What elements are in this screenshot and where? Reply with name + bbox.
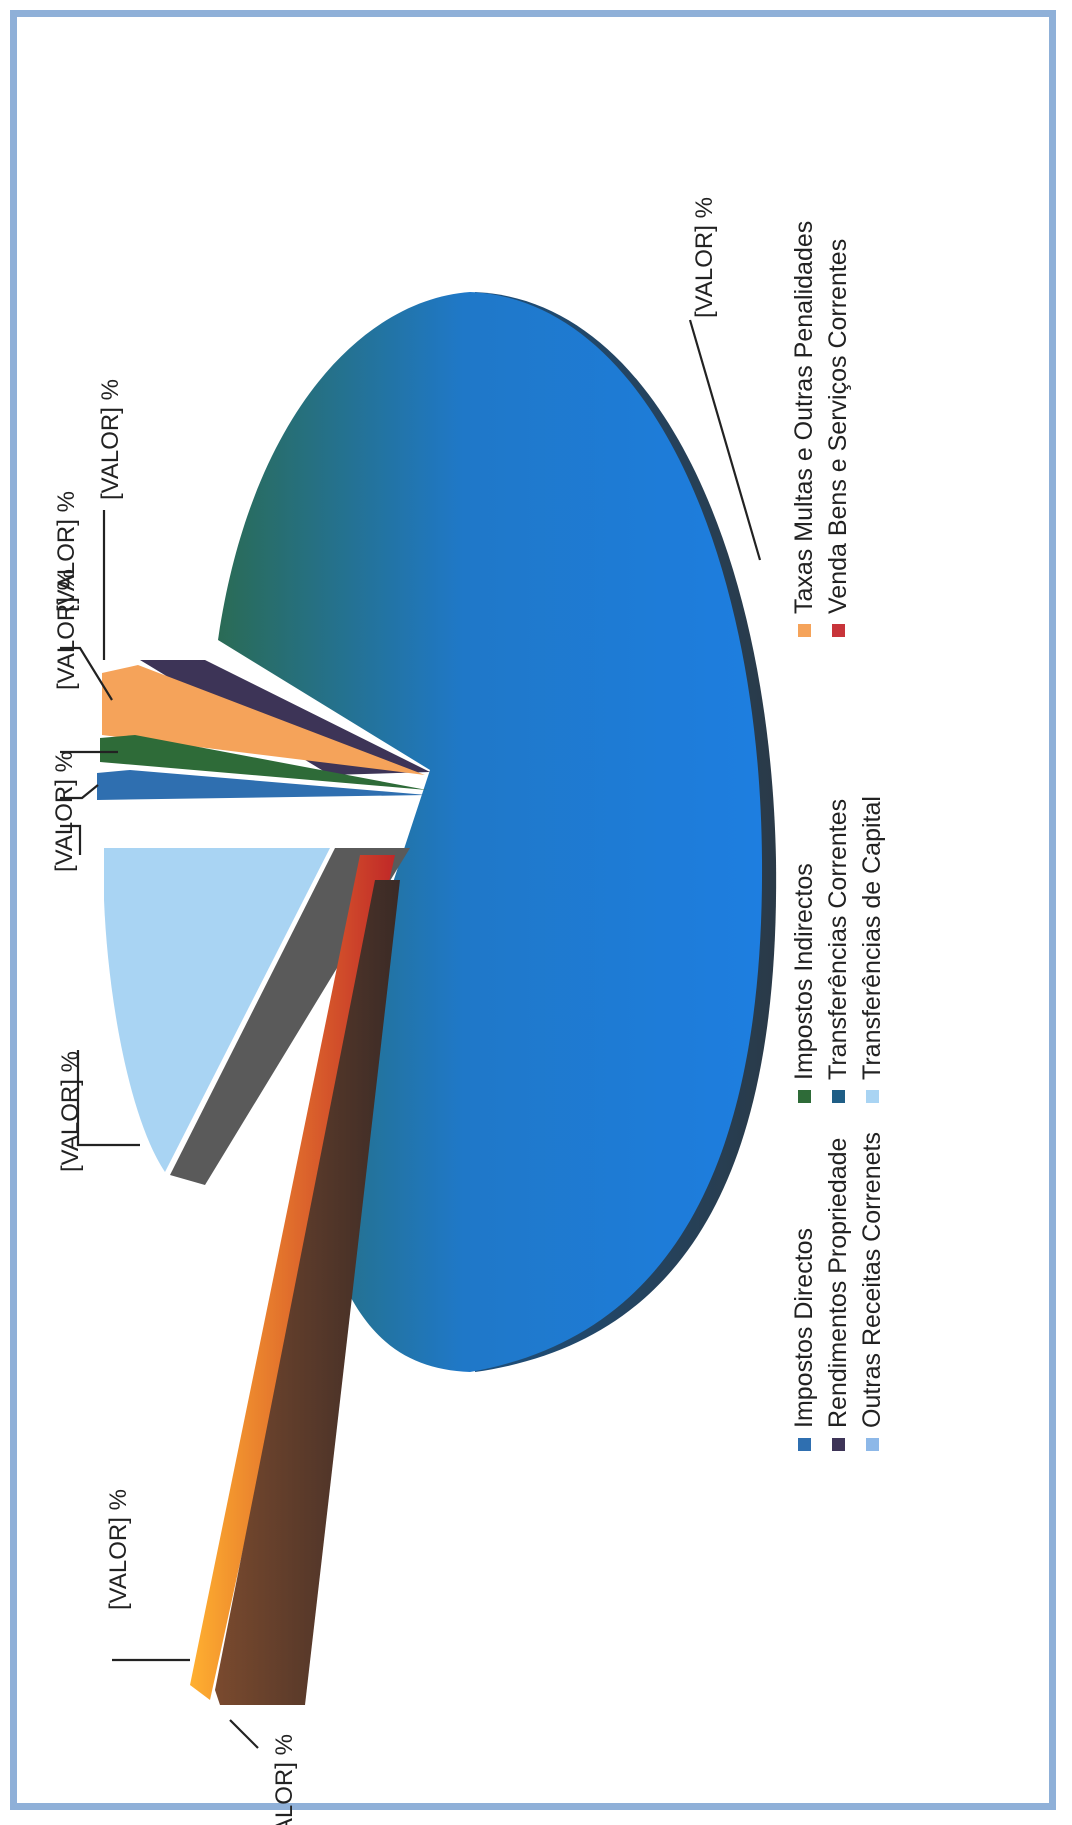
leader-line-9 bbox=[229, 1719, 259, 1749]
slice-impostos-indirectos bbox=[100, 735, 427, 790]
slice-impostos-directos bbox=[97, 770, 427, 800]
slice-rendimentos-propriedade bbox=[140, 660, 430, 775]
leader-line-3 bbox=[60, 646, 113, 701]
leader-line-5 bbox=[688, 319, 762, 561]
svg-text:Taxas Multas e Outras Penalida: Taxas Multas e Outras Penalidades bbox=[790, 221, 818, 614]
svg-text:Transferências Correntes: Transferências Correntes bbox=[824, 799, 852, 1080]
slice-transferencias-de-capital bbox=[104, 848, 330, 1172]
data-label-transferencias-capital: [VALOR] % bbox=[57, 1051, 84, 1172]
data-label-impostos-indirectos: [VALOR] % bbox=[53, 569, 80, 690]
legend-item-transferencias-correntes: Transferências Correntes bbox=[824, 799, 852, 1103]
svg-text:Impostos Directos: Impostos Directos bbox=[790, 1228, 818, 1428]
svg-text:Outras Receitas Correnets: Outras Receitas Correnets bbox=[858, 1132, 886, 1428]
legend-item-venda-bens: Venda Bens e Serviços Correntes bbox=[824, 239, 852, 637]
slice-taxas-multas bbox=[102, 665, 425, 775]
svg-text:Impostos Indirectos: Impostos Indirectos bbox=[790, 863, 818, 1080]
data-label-rendimentos-propriedade: [VALOR] % bbox=[97, 379, 124, 500]
leader-line-8 bbox=[76, 1050, 140, 1147]
data-labels: [VALOR] % [VALOR] % [VALOR] % [VALOR] % … bbox=[51, 197, 718, 1825]
legend-item-outras-receitas: Outras Receitas Correnets bbox=[858, 1132, 886, 1451]
svg-text:Transferências de Capital: Transferências de Capital bbox=[858, 796, 886, 1080]
svg-text:Venda Bens e Serviços Corrente: Venda Bens e Serviços Correntes bbox=[824, 239, 852, 614]
leader-line-6 bbox=[60, 824, 82, 855]
svg-text:Rendimentos Propriedade: Rendimentos Propriedade bbox=[824, 1138, 852, 1428]
data-label-transferencias-correntes: [VALOR] % bbox=[691, 197, 718, 318]
data-label-impostos-directos: [VALOR] % bbox=[51, 751, 78, 872]
data-label-venda-bens: [VALOR] % bbox=[271, 1734, 298, 1825]
legend-item-impostos-directos: Impostos Directos bbox=[790, 1228, 818, 1451]
legend-item-rendimentos-propriedade: Rendimentos Propriedade bbox=[824, 1138, 852, 1451]
legend: Impostos Directos Rendimentos Propriedad… bbox=[790, 221, 886, 1451]
data-label-outras-receitas: [VALOR] % bbox=[105, 1489, 132, 1610]
legend-item-transferencias-capital: Transferências de Capital bbox=[858, 796, 886, 1103]
leader-line-1 bbox=[60, 784, 99, 800]
legend-item-taxas-multas: Taxas Multas e Outras Penalidades bbox=[790, 221, 818, 637]
data-label-taxas-multas: [VALOR] % bbox=[53, 491, 80, 612]
legend-item-impostos-indirectos: Impostos Indirectos bbox=[790, 863, 818, 1103]
slice-outras-receitas bbox=[215, 880, 400, 1705]
